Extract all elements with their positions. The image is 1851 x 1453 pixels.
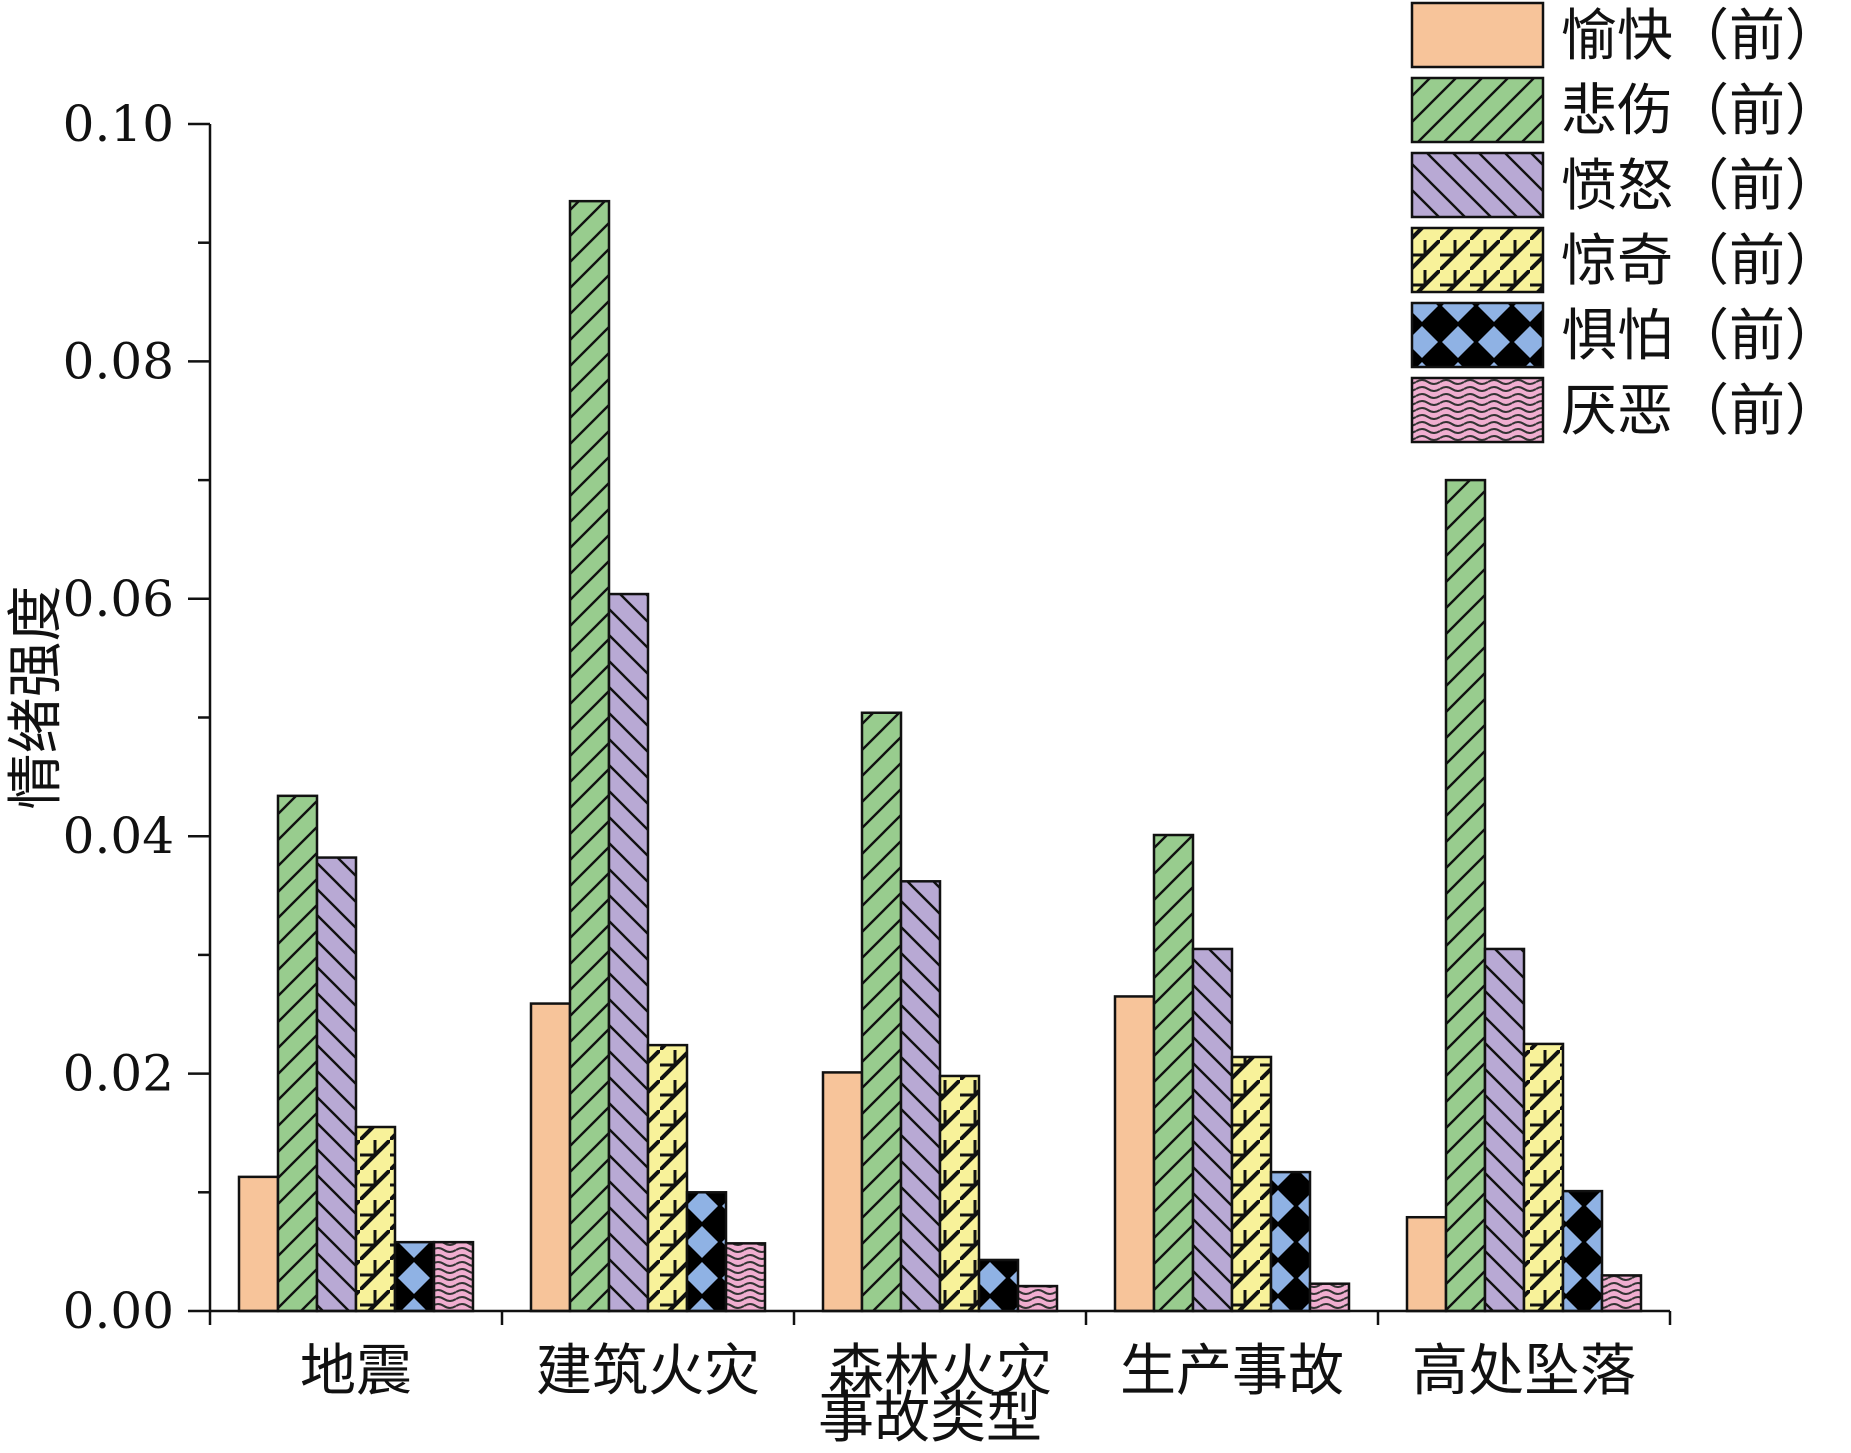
x-axis-title: 事故类型 <box>818 1386 1042 1451</box>
legend-item: 愤怒（前） <box>1410 151 1841 219</box>
bar-1-1 <box>237 1175 280 1313</box>
legend-label: 厌恶（前） <box>1561 379 1841 444</box>
bar-4-6 <box>1308 1282 1351 1313</box>
y-tick-label: 0.00 <box>63 1282 174 1340</box>
legend-label: 惧怕（前） <box>1561 304 1841 369</box>
legend-item: 厌恶（前） <box>1410 376 1841 444</box>
legend-label: 愉快（前） <box>1561 4 1841 69</box>
bar-3-1 <box>821 1071 864 1313</box>
legend-label: 愤怒（前） <box>1561 154 1841 219</box>
legend-swatch <box>1412 3 1543 67</box>
y-tick-label: 0.04 <box>63 807 174 865</box>
bar-1-2 <box>276 794 319 1313</box>
bar-1-6 <box>432 1240 475 1313</box>
bar-4-5 <box>1269 1170 1312 1313</box>
bar-2-4 <box>646 1043 689 1313</box>
bar-3-5 <box>977 1258 1020 1313</box>
legend-label: 悲伤（前） <box>1561 79 1841 144</box>
y-tick-label: 0.10 <box>63 95 174 153</box>
y-tick-label: 0.08 <box>63 332 174 390</box>
bar-1-4 <box>354 1125 397 1313</box>
bar-2-5 <box>685 1191 728 1313</box>
bar-5-1 <box>1405 1215 1448 1313</box>
bar-3-4 <box>938 1074 981 1313</box>
bar-2-1 <box>529 1002 572 1313</box>
bar-4-1 <box>1113 995 1156 1313</box>
bar-5-2 <box>1444 478 1487 1313</box>
bar-2-3 <box>607 592 650 1313</box>
bar-1-3 <box>315 856 358 1313</box>
x-category-label: 地震 <box>300 1339 412 1404</box>
legend-item: 愉快（前） <box>1410 1 1841 69</box>
y-axis-title: 情绪强度 <box>4 586 69 810</box>
bar-4-2 <box>1152 833 1195 1313</box>
bar-3-3 <box>899 880 942 1313</box>
y-tick-label: 0.06 <box>63 570 174 628</box>
bar-3-6 <box>1016 1284 1059 1313</box>
bar-2-6 <box>724 1242 767 1313</box>
bar-2-2 <box>568 199 611 1313</box>
legend-label: 惊奇（前） <box>1561 229 1841 294</box>
legend: 愉快（前） 悲伤（前） 愤怒（前） 惊奇（前） 惧怕（前） 厌恶（前） <box>1410 1 1841 444</box>
bar-3-2 <box>860 711 903 1313</box>
bar-5-6 <box>1600 1274 1643 1313</box>
bar-1-5 <box>393 1240 436 1313</box>
legend-item: 悲伤（前） <box>1410 76 1841 144</box>
bar-5-5 <box>1561 1189 1604 1313</box>
y-tick-label: 0.02 <box>63 1045 174 1103</box>
axes-group: 0.00 0.02 0.04 0.06 0.08 0.10 地震 建筑火灾 森林火灾 生产事故 高处… <box>4 95 1672 1451</box>
x-category-label: 建筑火灾 <box>536 1339 760 1404</box>
bar-5-3 <box>1483 947 1526 1313</box>
x-category-label: 森林火灾 <box>828 1339 1052 1404</box>
bars-group <box>237 199 1643 1313</box>
legend-item: 惧怕（前） <box>1410 301 1841 369</box>
bar-4-4 <box>1230 1055 1273 1313</box>
legend-item: 惊奇（前） <box>1410 226 1841 294</box>
bar-5-4 <box>1522 1042 1565 1313</box>
x-category-label: 生产事故 <box>1120 1339 1344 1404</box>
bar-4-3 <box>1191 947 1234 1313</box>
x-category-label: 高处坠落 <box>1412 1339 1636 1404</box>
